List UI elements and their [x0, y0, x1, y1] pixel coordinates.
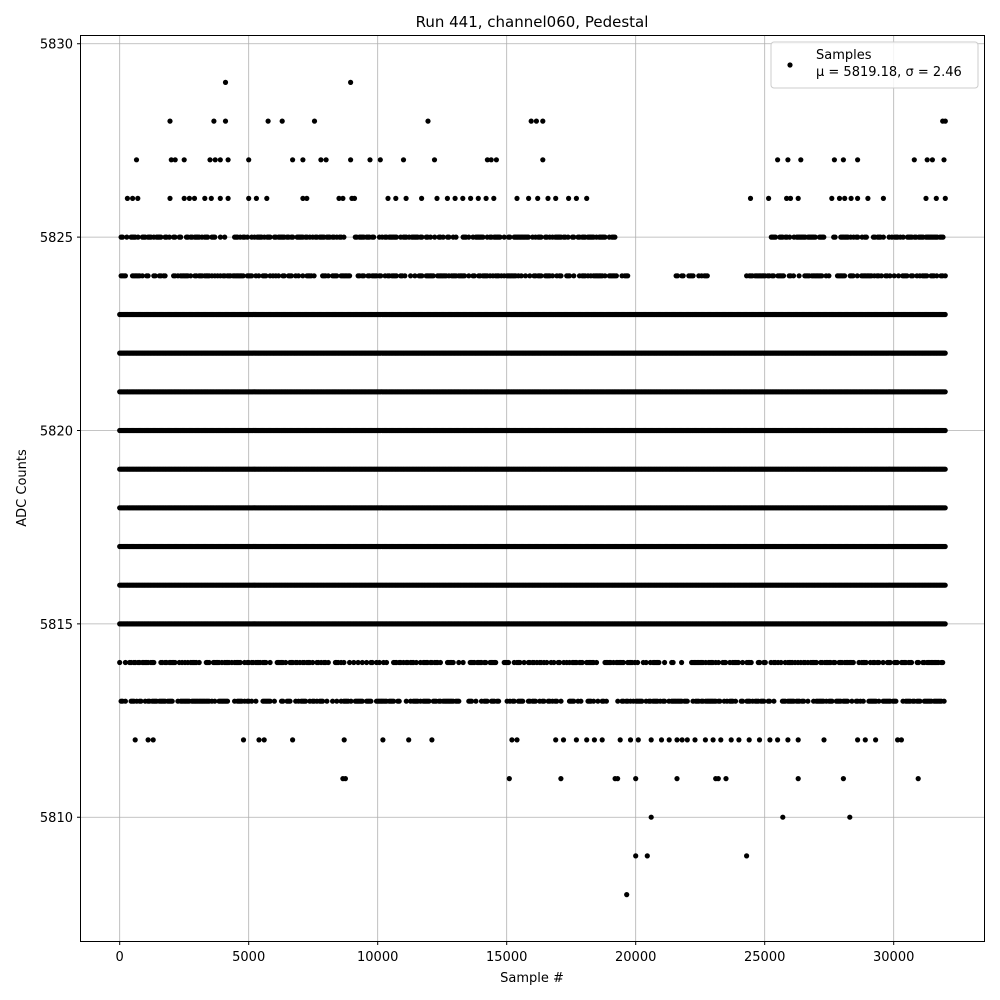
data-point	[942, 311, 948, 318]
data-point	[942, 350, 948, 356]
data-point	[942, 389, 948, 395]
data-points	[117, 79, 948, 898]
chart-title: Run 441, channel060, Pedestal	[416, 13, 649, 31]
data-point	[942, 427, 948, 434]
data-point	[942, 466, 948, 472]
data-point	[942, 505, 948, 511]
